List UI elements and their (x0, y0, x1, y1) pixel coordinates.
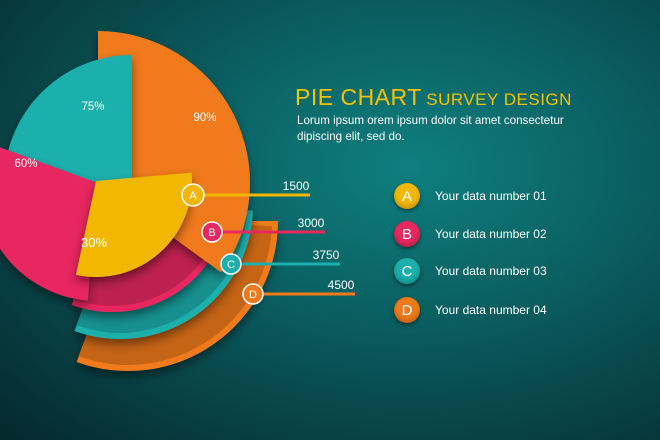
legend-badge-a: A (394, 183, 420, 209)
legend-badge-c: C (394, 258, 420, 284)
legend-label-c: Your data number 03 (435, 264, 547, 278)
callout-letter-b: B (208, 227, 215, 239)
pie-slice-label-75: 75% (81, 101, 104, 113)
legend-item-d: D Your data number 04 (394, 297, 547, 323)
chart-description: Lorum ipsum orem ipsum dolor sit amet co… (297, 114, 564, 143)
legend-badge-b: B (394, 221, 420, 247)
callout-badge-b (201, 221, 223, 243)
pie-slice-label-30: 30% (81, 235, 107, 250)
pie-slice-90 (98, 31, 250, 273)
legend-label-d: Your data number 04 (435, 303, 547, 317)
callout-badge-d (242, 283, 264, 305)
title-sub: SURVEY DESIGN (426, 90, 572, 109)
title-main: PIE CHART (295, 84, 422, 110)
pie-slice-60 (0, 147, 98, 301)
callout-value-a: 1500 (283, 179, 310, 193)
pie-slice-label-90: 90% (193, 112, 216, 124)
callout-letter-c: C (227, 259, 235, 271)
legend-label-b: Your data number 02 (435, 227, 547, 241)
legend-badge-d: D (394, 297, 420, 323)
legend-item-c: C Your data number 03 (394, 258, 547, 284)
callout-letter-d: D (249, 289, 257, 301)
callout-value-b: 3000 (298, 216, 325, 230)
callout-badge-a (181, 183, 205, 207)
pie-slice-label-60: 60% (14, 158, 37, 170)
chart-title: PIE CHART SURVEY DESIGN (295, 84, 572, 111)
callout-badge-c (220, 253, 242, 275)
callout-letter-a: A (189, 190, 197, 202)
callout-value-c: 3750 (313, 248, 340, 262)
legend-item-a: A Your data number 01 (394, 183, 547, 209)
legend-label-a: Your data number 01 (435, 189, 547, 203)
pie-slice-75 (4, 55, 132, 188)
legend-item-b: B Your data number 02 (394, 221, 547, 247)
pie-slice-30 (76, 172, 192, 277)
callout-value-d: 4500 (328, 278, 355, 292)
